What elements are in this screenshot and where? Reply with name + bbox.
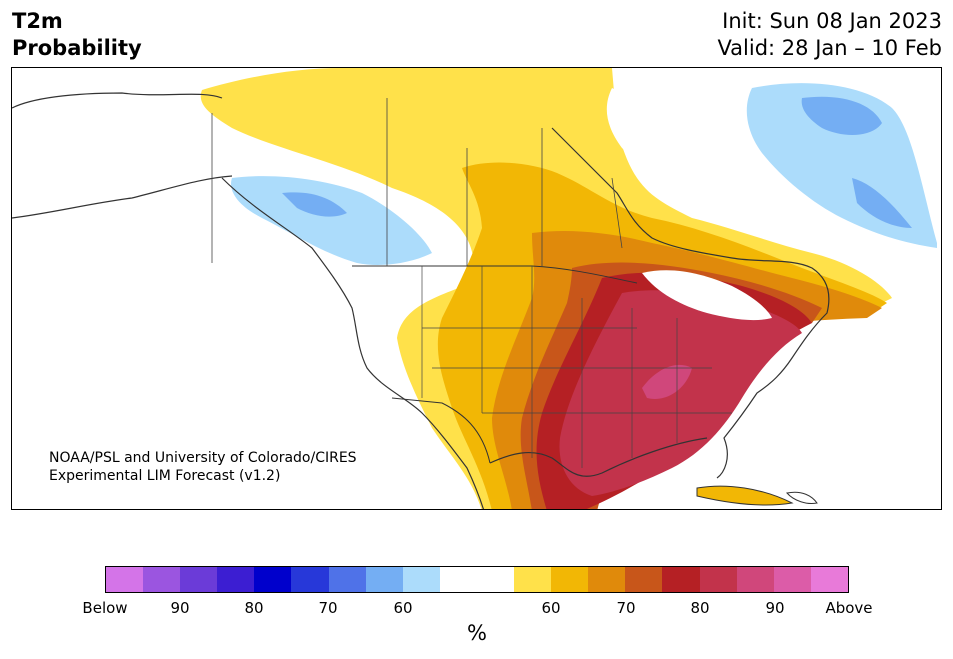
prob-area-60-below-west <box>231 176 432 265</box>
prob-area-85-above <box>559 290 802 496</box>
west-coastline <box>12 92 484 509</box>
colorbar-segment <box>514 567 552 592</box>
colorbar-tick-above-60: 60 <box>541 599 561 617</box>
colorbar-segment <box>402 567 440 592</box>
colorbar-segment <box>106 567 144 592</box>
colorbar-tick-above-80: 80 <box>690 599 710 617</box>
colorbar-tick-below-60: 60 <box>393 599 413 617</box>
gulf-coastline <box>489 437 708 477</box>
forecast-dates: Init: Sun 08 Jan 2023 Valid: 28 Jan – 10… <box>717 8 942 62</box>
colorbar-segment <box>476 567 515 592</box>
title-line-metric: Probability <box>12 36 142 60</box>
province-borders <box>211 98 623 266</box>
us-mexico-border <box>391 397 491 464</box>
valid-range: Valid: 28 Jan – 10 Feb <box>717 36 942 60</box>
colorbar-segment <box>439 567 477 592</box>
canada-us-border <box>352 265 638 284</box>
colorbar-unit: % <box>467 621 487 645</box>
colorbar-segment <box>810 567 848 592</box>
cuba <box>696 485 794 506</box>
colorbar-segment <box>365 567 403 592</box>
init-date: Init: Sun 08 Jan 2023 <box>722 9 942 33</box>
forecast-map <box>11 67 942 510</box>
colorbar-tick-above-70: 70 <box>616 599 636 617</box>
prob-area-90-above <box>642 364 692 399</box>
data-credit: NOAA/PSL and University of Colorado/CIRE… <box>49 449 357 485</box>
colorbar-segment <box>254 567 292 592</box>
colorbar-tick-below-70: 70 <box>318 599 338 617</box>
colorbar-segment <box>588 567 626 592</box>
colorbar-segment <box>291 567 329 592</box>
colorbar-tick-below-90: 90 <box>170 599 190 617</box>
great-lakes <box>642 270 772 321</box>
colorbar-segment <box>736 567 774 592</box>
colorbar-segment <box>328 567 366 592</box>
colorbar-segment <box>551 567 589 592</box>
colorbar-tick-below: Below <box>82 599 128 617</box>
prob-area-65-below-west <box>282 192 347 217</box>
colorbar <box>105 566 849 593</box>
hispaniola <box>786 491 818 504</box>
hudson-bay <box>606 88 692 172</box>
title-line-variable: T2m <box>12 9 63 33</box>
credit-line-1: NOAA/PSL and University of Colorado/CIRE… <box>49 450 357 466</box>
state-borders <box>421 266 732 468</box>
map-title: T2m Probability <box>12 8 142 62</box>
colorbar-segment <box>143 567 181 592</box>
colorbar-segment <box>217 567 255 592</box>
colorbar-segment <box>699 567 737 592</box>
colorbar-segment <box>180 567 218 592</box>
colorbar-segment <box>625 567 663 592</box>
credit-line-2: Experimental LIM Forecast (v1.2) <box>49 468 281 484</box>
colorbar-tick-above: Above <box>825 599 873 617</box>
colorbar-tick-above-90: 90 <box>765 599 785 617</box>
prob-area-65-below-east <box>801 96 912 228</box>
colorbar-tick-below-80: 80 <box>244 599 264 617</box>
map-canvas <box>12 68 937 509</box>
colorbar-segment <box>662 567 700 592</box>
colorbar-segment <box>773 567 811 592</box>
east-coastline <box>551 127 830 479</box>
